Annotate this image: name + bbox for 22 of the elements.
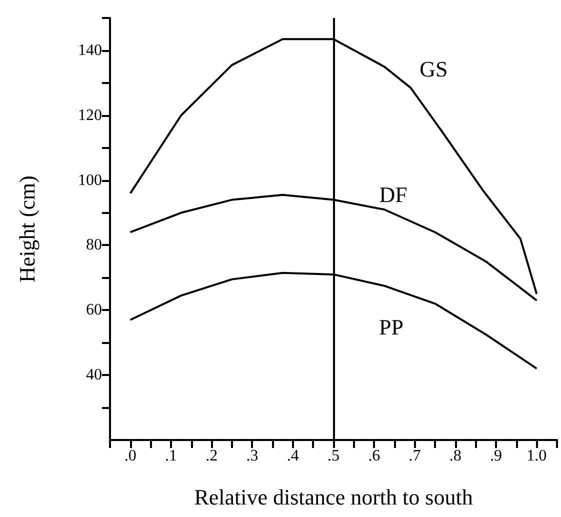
y-tick-label: 80 [86, 236, 102, 254]
x-tick-label: 1.0 [526, 448, 547, 464]
x-tick-label: .5 [328, 448, 340, 464]
x-axis-title: Relative distance north to south [194, 484, 473, 510]
x-tick-label: .2 [206, 448, 218, 464]
series-label: GS [420, 56, 448, 82]
y-tick-label: 40 [86, 366, 102, 384]
x-tick-label: .6 [368, 448, 380, 464]
x-tick-label: .7 [408, 448, 421, 464]
y-tick-label: 60 [86, 302, 102, 319]
x-tick-label: .9 [490, 448, 502, 464]
y-tick-label: 120 [78, 106, 102, 124]
y-tick-label: 100 [78, 172, 102, 189]
y-tick-label: 140 [78, 42, 102, 59]
series-label: DF [379, 182, 408, 208]
x-tick-label: .8 [449, 448, 462, 464]
x-tick-label: .3 [246, 448, 258, 464]
x-tick-label: .4 [286, 448, 299, 464]
series-label: PP [379, 314, 404, 340]
x-tick-label: .1 [164, 448, 177, 464]
x-tick-label: .0 [124, 448, 136, 464]
y-axis-title: Height (cm) [14, 176, 40, 282]
